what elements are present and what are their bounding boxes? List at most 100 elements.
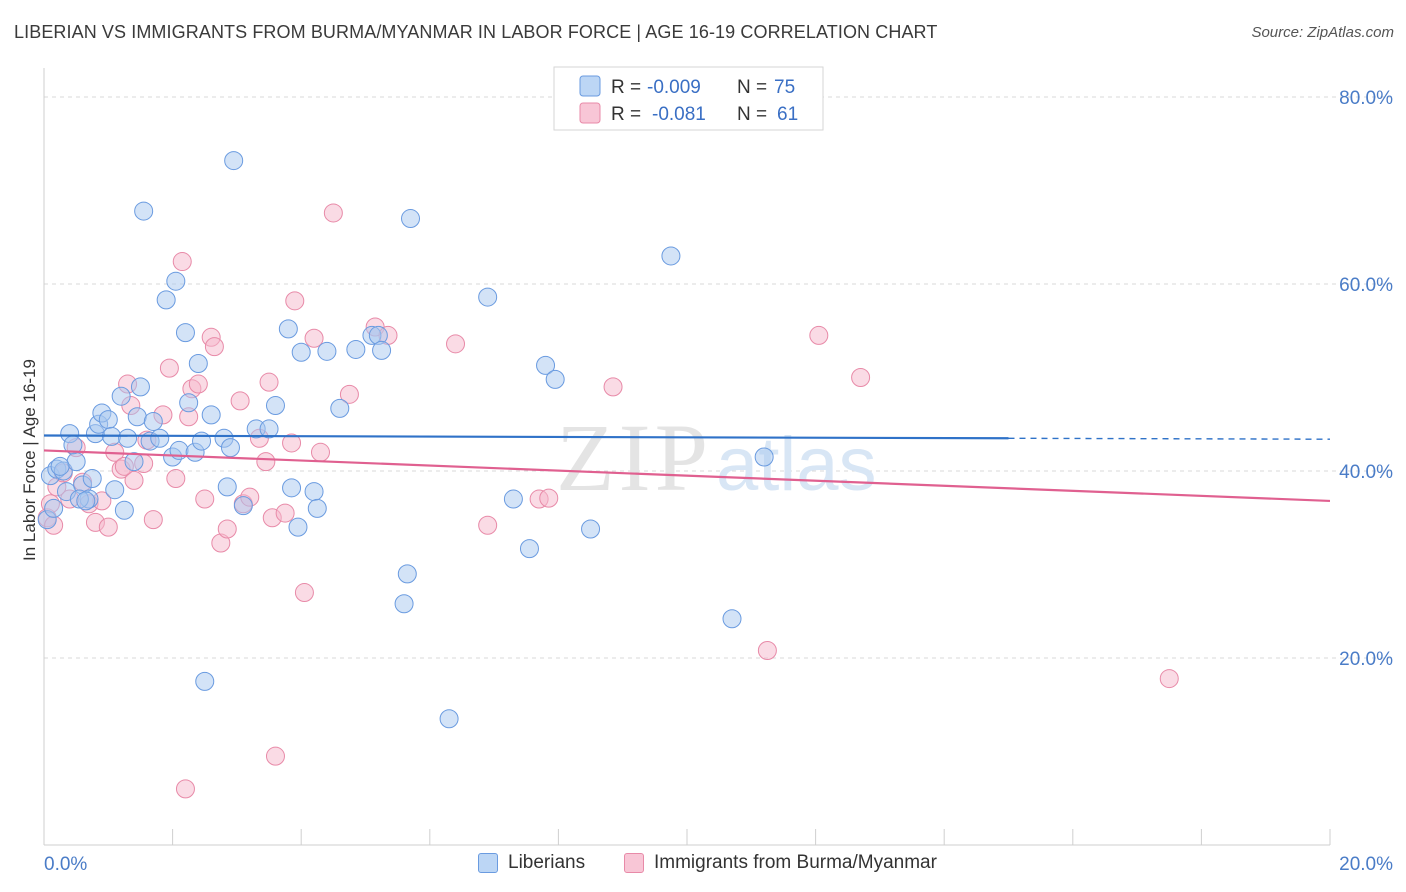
liberians-point-13 — [111, 386, 131, 406]
burma-point-35 — [259, 372, 279, 392]
burma-point-21 — [172, 252, 192, 272]
y-tick-label-3: 80.0% — [1339, 88, 1393, 109]
liberians-point-59 — [503, 489, 523, 509]
burma-point-41 — [294, 583, 314, 603]
axes — [43, 68, 1331, 846]
burma-point-29 — [217, 519, 237, 539]
liberians-point-21 — [143, 411, 163, 431]
burma-point-55 — [851, 368, 871, 387]
liberians-point-64 — [661, 246, 681, 266]
liberians-trend-extension — [1008, 437, 1331, 440]
liberians-point-23 — [156, 290, 176, 310]
burma-point-27 — [204, 337, 224, 357]
legend-n-label-1: N = — [737, 77, 767, 98]
liberians-point-54 — [397, 564, 417, 584]
burma-point-59 — [175, 779, 195, 799]
burma-point-25 — [195, 489, 215, 509]
burma-point-52 — [603, 377, 623, 397]
legend-swatch-blue — [579, 75, 601, 97]
burma-point-14 — [124, 470, 144, 490]
burma-point-51 — [539, 488, 559, 508]
liberians-point-68 — [44, 498, 64, 518]
watermark-zip: ZIP — [556, 404, 712, 511]
burma-point-19 — [159, 358, 179, 378]
liberians-point-22 — [150, 428, 170, 448]
liberians-point-41 — [265, 396, 285, 416]
liberians-point-14 — [114, 500, 134, 520]
burma-trend-line — [43, 449, 1331, 503]
liberians-point-47 — [307, 498, 327, 518]
liberians-point-40 — [259, 419, 279, 439]
burma-point-43 — [310, 442, 330, 462]
legend-label-liberians: Liberians — [508, 852, 586, 873]
x-tick-labels: 0.0% 20.0% — [44, 854, 1393, 875]
legend-n-label-2: N = — [737, 104, 767, 125]
legend-n-value-1: 75 — [774, 77, 795, 98]
liberians-point-48 — [317, 341, 337, 361]
y-tick-label-1: 40.0% — [1339, 462, 1393, 483]
legend-n-value-2: 61 — [777, 104, 798, 125]
burma-point-24 — [188, 374, 208, 394]
source-label: Source: ZipAtlas.com — [1251, 24, 1394, 41]
burma-point-34 — [256, 452, 276, 472]
burma-point-9 — [98, 517, 118, 537]
legend-item-liberians: Liberians — [478, 852, 585, 874]
liberians-point-35 — [217, 477, 237, 497]
burma-point-39 — [282, 433, 302, 453]
liberians-point-53 — [372, 340, 392, 360]
series-liberians-points — [37, 151, 774, 729]
watermark-atlas: atlas — [716, 422, 877, 507]
legend-label-burma: Immigrants from Burma/Myanmar — [654, 852, 937, 873]
y-tick-label-0: 20.0% — [1339, 649, 1393, 670]
legend-r-label-2: R = — [611, 104, 641, 125]
watermark: ZIP atlas — [556, 404, 877, 511]
burma-point-45 — [339, 384, 359, 404]
liberians-point-72 — [76, 491, 96, 511]
y-axis-label: In Labor Force | Age 16-19 — [20, 359, 39, 561]
chart-title: LIBERIAN VS IMMIGRANTS FROM BURMA/MYANMA… — [14, 22, 938, 42]
liberians-point-15 — [118, 428, 138, 448]
liberians-point-55 — [394, 594, 414, 614]
legend-swatch-burma — [624, 853, 644, 873]
liberians-point-36 — [220, 438, 240, 458]
liberians-point-25 — [166, 271, 186, 291]
burma-point-44 — [323, 203, 343, 223]
y-tick-label-2: 60.0% — [1339, 275, 1393, 296]
liberians-point-46 — [304, 482, 324, 502]
burma-point-53 — [757, 641, 777, 661]
x-tick-label-0: 0.0% — [44, 854, 87, 875]
burma-point-42 — [304, 328, 324, 348]
liberians-point-27 — [175, 323, 195, 343]
legend-r-label-1: R = — [611, 77, 641, 98]
liberians-point-31 — [192, 431, 212, 451]
liberians-point-63 — [581, 519, 601, 539]
x-tick-label-1: 20.0% — [1339, 854, 1393, 875]
liberians-point-65 — [722, 609, 742, 629]
liberians-point-44 — [288, 517, 308, 537]
burma-point-54 — [809, 325, 829, 345]
liberians-point-62 — [545, 369, 565, 389]
legend-swatch-liberians — [478, 853, 498, 873]
burma-point-38 — [275, 503, 295, 523]
liberians-point-18 — [130, 377, 150, 397]
burma-point-40 — [285, 291, 305, 311]
burma-point-56 — [1159, 669, 1179, 689]
liberians-point-4 — [66, 452, 86, 472]
liberians-point-43 — [282, 478, 302, 498]
burma-point-37 — [265, 746, 285, 766]
liberians-point-42 — [278, 319, 298, 339]
liberians-point-12 — [105, 480, 125, 500]
liberians-point-50 — [346, 339, 366, 359]
liberians-point-60 — [519, 539, 539, 559]
liberians-point-66 — [754, 447, 774, 467]
liberians-point-58 — [478, 287, 498, 307]
liberians-point-33 — [201, 405, 221, 425]
liberians-point-16 — [124, 452, 144, 472]
legend-r-value-1: -0.009 — [647, 77, 701, 98]
liberians-point-17 — [127, 407, 147, 427]
trend-lines — [43, 434, 1331, 503]
legend-series: Liberians Immigrants from Burma/Myanmar — [0, 852, 1406, 878]
liberians-point-19 — [134, 201, 154, 221]
liberians-point-30 — [188, 353, 208, 373]
